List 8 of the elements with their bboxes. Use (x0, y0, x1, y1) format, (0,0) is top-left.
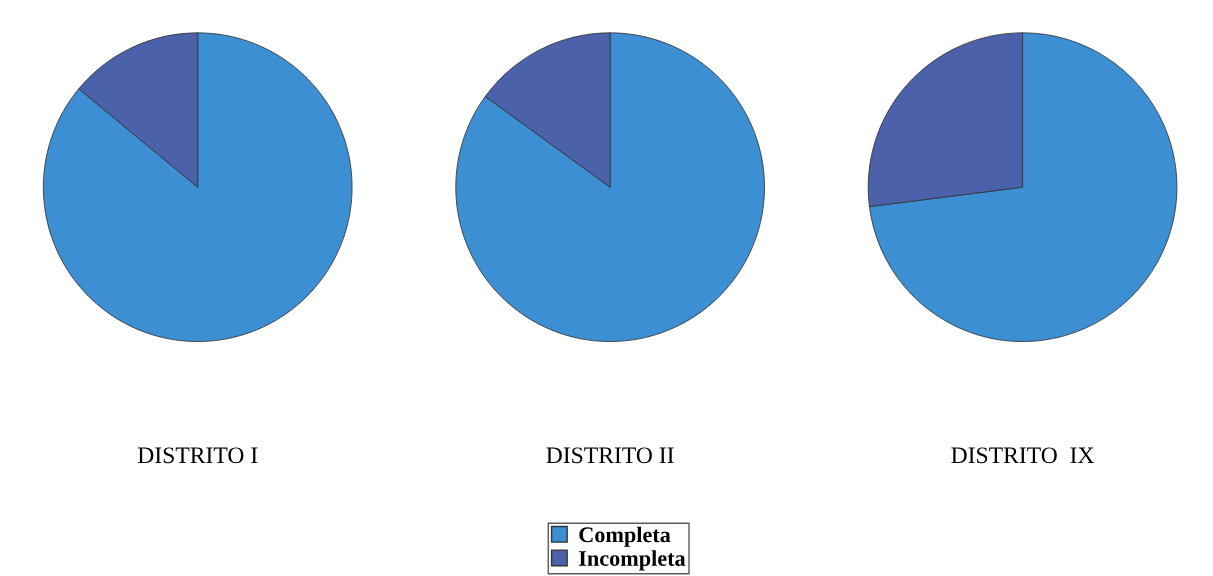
text: DISTRITO I (137, 447, 258, 464)
pie-slice (868, 32, 1178, 342)
pie-slice (455, 32, 765, 342)
text: DISTRITO IX (951, 447, 1095, 464)
legend-label: Completa (579, 526, 671, 547)
text: DISTRITO II (546, 447, 674, 464)
pie-slice (42, 32, 353, 342)
legend-label: Incompleta (579, 550, 686, 571)
